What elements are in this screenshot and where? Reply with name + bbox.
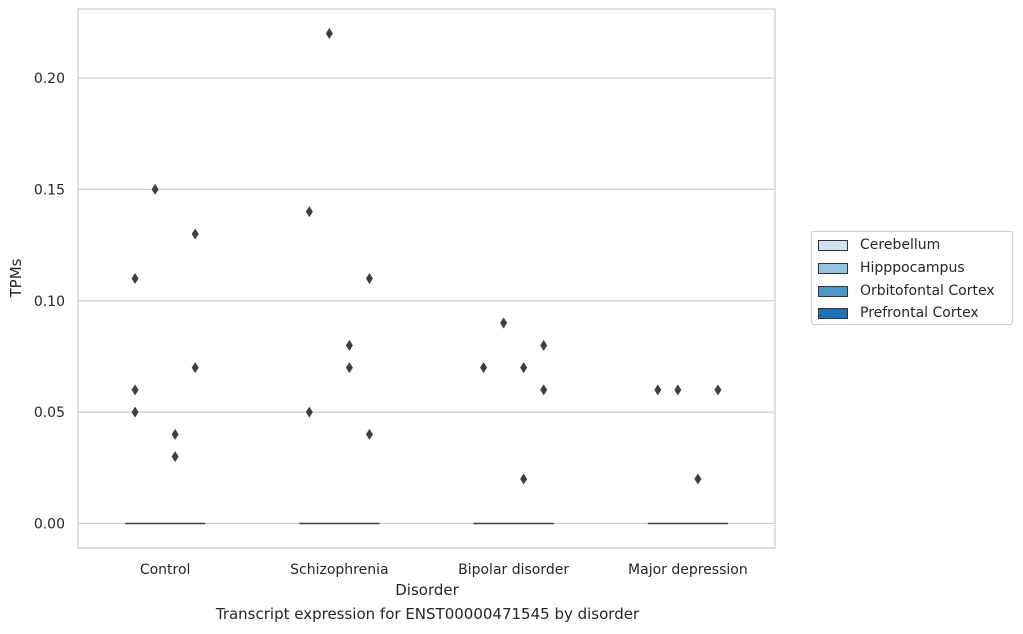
outlier-point	[151, 183, 159, 195]
outlier-point	[480, 362, 488, 374]
grid-lines	[78, 77, 775, 525]
outlier-point	[191, 362, 199, 374]
x-tick-label: Schizophrenia	[290, 562, 388, 578]
x-axis-label: Disorder	[395, 581, 459, 599]
outlier-point	[325, 28, 333, 39]
outlier-point	[131, 273, 139, 284]
outlier-point	[540, 339, 548, 351]
y-tick-label: 0.20	[34, 71, 65, 87]
legend: Cerebellum Hipppocampus Orbitofontal Cor…	[811, 231, 1013, 325]
outlier-point	[345, 339, 353, 351]
x-tick-label: Control	[140, 562, 191, 578]
legend-label: Orbitofontal Cortex	[860, 283, 995, 299]
x-tick-label: Bipolar disorder	[458, 562, 569, 578]
outlier-point	[365, 273, 373, 284]
legend-swatch	[818, 239, 848, 251]
outlier-points	[131, 28, 722, 485]
outlier-point	[131, 406, 139, 418]
outlier-point	[714, 384, 722, 396]
x-tick-label: Major depression	[628, 562, 748, 578]
y-tick-labels: 0.00 0.05 0.10 0.15 0.20	[34, 71, 65, 532]
outlier-point	[305, 406, 313, 418]
legend-item-orbitofrontal-cortex: Orbitofontal Cortex	[818, 281, 995, 301]
legend-swatch	[818, 262, 848, 274]
outlier-point	[191, 228, 199, 240]
outlier-point	[171, 451, 179, 463]
legend-label: Cerebellum	[860, 237, 941, 253]
y-axis-label: TPMs	[7, 258, 25, 298]
y-tick-label: 0.15	[34, 182, 65, 198]
outlier-point	[171, 428, 179, 440]
legend-item-prefrontal-cortex: Prefrontal Cortex	[818, 303, 979, 323]
outlier-point	[654, 384, 662, 396]
legend-item-hippocampus: Hipppocampus	[818, 258, 965, 278]
outlier-point	[694, 473, 702, 485]
outlier-point	[365, 428, 373, 440]
outlier-point	[520, 362, 528, 374]
chart-title: Transcript expression for ENST0000047154…	[215, 605, 640, 623]
outlier-point	[345, 362, 353, 374]
y-tick-label: 0.00	[34, 517, 65, 533]
legend-label: Prefrontal Cortex	[860, 305, 979, 321]
outlier-point	[674, 384, 682, 396]
y-tick-label: 0.10	[34, 294, 65, 310]
outlier-point	[520, 473, 528, 485]
outlier-point	[540, 384, 548, 396]
outlier-point	[131, 384, 139, 396]
plot-area-frame	[77, 8, 776, 549]
x-tick-labels: Control Schizophrenia Bipolar disorder Majo…	[140, 562, 748, 578]
legend-swatch	[818, 307, 848, 319]
outlier-point	[305, 206, 313, 218]
outlier-point	[500, 317, 508, 329]
legend-swatch	[818, 285, 848, 297]
legend-item-cerebellum: Cerebellum	[818, 235, 940, 255]
y-tick-label: 0.05	[34, 405, 65, 421]
legend-label: Hipppocampus	[860, 260, 965, 276]
